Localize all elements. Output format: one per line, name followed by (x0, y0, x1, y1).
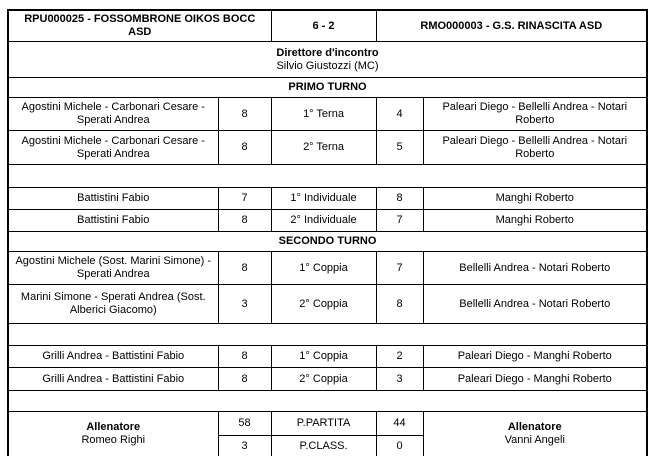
home-players: Agostini Michele - Carbonari Cesare - Sp… (7, 130, 219, 165)
title-row: RPU000025 - FOSSOMBRONE OIKOS BOCC ASD 6… (7, 9, 648, 42)
game-label: 1° Terna (270, 97, 377, 131)
match-row: Agostini Michele - Carbonari Cesare - Sp… (7, 130, 648, 165)
away-players: Bellelli Andrea - Notari Roberto (422, 251, 648, 285)
home-score: 8 (217, 367, 272, 391)
home-score: 8 (217, 251, 272, 285)
away-coach-cell: Allenatore Vanni Angeli (422, 411, 648, 456)
away-points-partita: 44 (375, 411, 424, 436)
away-score: 7 (375, 251, 424, 285)
away-players: Paleari Diego - Bellelli Andrea - Notari… (422, 130, 648, 165)
away-coach-label: Allenatore (507, 421, 562, 434)
away-score: 3 (375, 367, 424, 391)
away-players: Bellelli Andrea - Notari Roberto (422, 284, 648, 324)
game-label: 1° Individuale (270, 187, 377, 210)
away-points-class: 0 (375, 435, 424, 456)
home-score: 8 (217, 209, 272, 232)
home-coach-name: Romeo Righi (81, 434, 146, 447)
home-coach-cell: Allenatore Romeo Righi (7, 411, 219, 456)
section-title-primo-turno: PRIMO TURNO (7, 77, 648, 98)
away-players: Paleari Diego - Manghi Roberto (422, 367, 648, 391)
home-players: Grilli Andrea - Battistini Fabio (7, 367, 219, 391)
away-score: 8 (375, 187, 424, 210)
game-label: 2° Coppia (270, 367, 377, 391)
home-team-header: RPU000025 - FOSSOMBRONE OIKOS BOCC ASD (7, 9, 272, 42)
totals-row-class: 3 P.CLASS. 0 (8, 435, 647, 456)
spacer-row (6, 390, 649, 412)
match-row: Marini Simone - Sperati Andrea (Sost. Al… (7, 284, 648, 324)
home-score: 8 (217, 130, 272, 165)
game-label: 2° Individuale (270, 209, 377, 232)
match-row: Agostini Michele (Sost. Marini Simone) -… (7, 251, 648, 285)
totals-row-partita: Allenatore Romeo Righi 58 P.PARTITA 44 A… (7, 411, 648, 456)
away-players: Manghi Roberto (422, 209, 648, 232)
director-label: Direttore d'incontro (276, 46, 379, 59)
match-row: Battistini Fabio 7 1° Individuale 8 Mang… (7, 187, 648, 210)
away-score: 5 (375, 130, 424, 165)
away-score: 2 (375, 345, 424, 368)
director-cell: Direttore d'incontro Silvio Giustozzi (M… (7, 41, 648, 78)
away-players: Paleari Diego - Manghi Roberto (422, 345, 648, 368)
points-class-label: P.CLASS. (270, 435, 377, 456)
spacer-cell (6, 390, 649, 412)
spacer-cell (6, 164, 649, 188)
away-players: Manghi Roberto (422, 187, 648, 210)
game-label: 1° Coppia (270, 251, 377, 285)
spacer-row (6, 164, 649, 188)
away-coach-name: Vanni Angeli (504, 434, 565, 447)
home-score: 7 (217, 187, 272, 210)
spacer-row (6, 323, 649, 346)
points-partita-label: P.PARTITA (270, 411, 377, 436)
match-row: Agostini Michele - Carbonari Cesare - Sp… (7, 97, 648, 131)
section-row-secondo-turno: SECONDO TURNO (7, 231, 648, 252)
home-players: Battistini Fabio (7, 187, 219, 210)
away-team-header: RMO000003 - G.S. RINASCITA ASD (375, 9, 648, 42)
home-score: 3 (217, 284, 272, 324)
home-players: Grilli Andrea - Battistini Fabio (7, 345, 219, 368)
away-score: 4 (375, 97, 424, 131)
away-score: 7 (375, 209, 424, 232)
match-row: Battistini Fabio 8 2° Individuale 7 Mang… (7, 209, 648, 232)
home-players: Marini Simone - Sperati Andrea (Sost. Al… (7, 284, 219, 324)
director-name: Silvio Giustozzi (MC) (276, 59, 379, 72)
game-label: 2° Coppia (270, 284, 377, 324)
spacer-cell (6, 323, 649, 346)
match-report-table: RPU000025 - FOSSOMBRONE OIKOS BOCC ASD 6… (6, 9, 649, 456)
section-row-primo-turno: PRIMO TURNO (7, 77, 648, 98)
game-label: 1° Coppia (270, 345, 377, 368)
game-label: 2° Terna (270, 130, 377, 165)
section-title-secondo-turno: SECONDO TURNO (7, 231, 648, 252)
home-players: Battistini Fabio (7, 209, 219, 232)
home-players: Agostini Michele - Carbonari Cesare - Sp… (7, 97, 219, 131)
director-row: Direttore d'incontro Silvio Giustozzi (M… (7, 41, 648, 78)
match-score: 6 - 2 (270, 9, 377, 42)
home-score: 8 (217, 97, 272, 131)
home-coach-label: Allenatore (86, 421, 141, 434)
home-points-class: 3 (217, 435, 272, 456)
away-score: 8 (375, 284, 424, 324)
home-score: 8 (217, 345, 272, 368)
away-players: Paleari Diego - Bellelli Andrea - Notari… (422, 97, 648, 131)
match-row: Grilli Andrea - Battistini Fabio 8 1° Co… (7, 345, 648, 368)
home-players: Agostini Michele (Sost. Marini Simone) -… (7, 251, 219, 285)
home-points-partita: 58 (217, 411, 272, 436)
match-row: Grilli Andrea - Battistini Fabio 8 2° Co… (7, 367, 648, 391)
